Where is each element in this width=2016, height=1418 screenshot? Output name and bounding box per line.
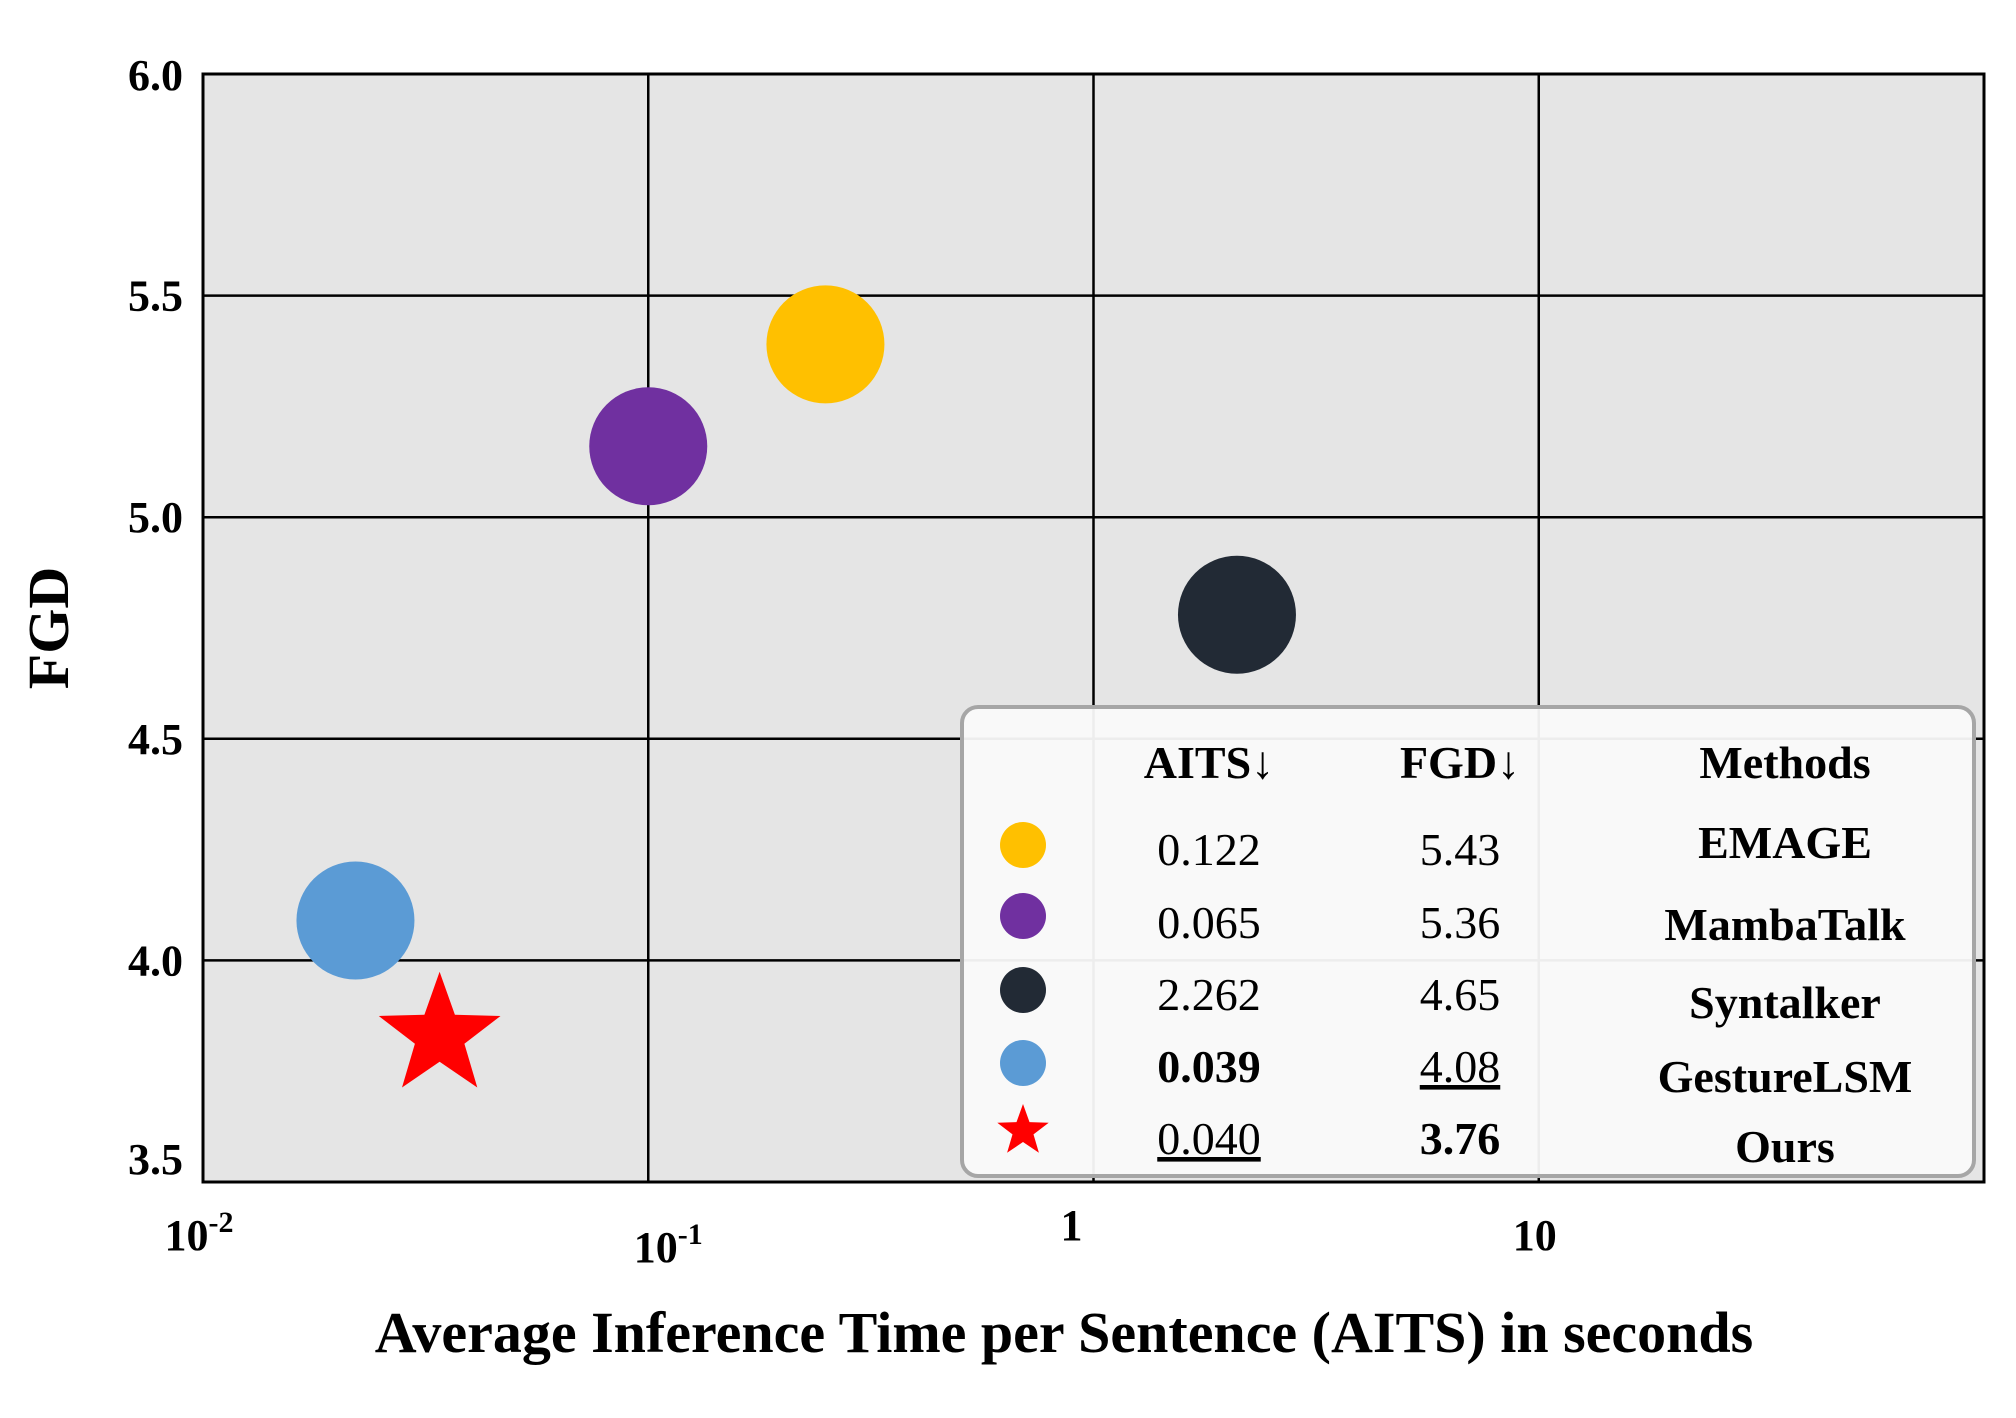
legend-marker-gesturelsm [1000,1040,1046,1086]
legend-fgd-emage: 5.43 [1420,824,1501,875]
y-tick-label: 3.5 [128,1135,183,1184]
legend-method-syntalker: Syntalker [1689,977,1881,1028]
legend-fgd-syntalker: 4.65 [1420,969,1501,1020]
data-points [296,285,1296,1088]
legend-fgd-ours: 3.76 [1420,1113,1501,1164]
legend-marker-emage [1000,822,1046,868]
legend-aits-mambatalk: 0.065 [1157,897,1261,948]
x-tick-label: 10 [1513,1211,1557,1260]
point-gesturelsm [296,861,415,980]
legend-aits-emage: 0.122 [1157,824,1261,875]
y-tick-label: 5.5 [128,272,183,321]
point-ours [378,971,501,1088]
x-axis-ticks: 10-2 10-1 1 10 [165,1201,1557,1272]
legend-rows: 0.122 5.43 EMAGE 0.065 5.36 MambaTalk 2.262 4.6… [997,817,1912,1172]
y-tick-label: 6.0 [128,51,183,100]
y-tick-label: 4.0 [128,936,183,985]
legend-marker-mambatalk [1000,893,1046,939]
legend-fgd-mambatalk: 5.36 [1420,897,1501,948]
legend-aits-gesturelsm: 0.039 [1157,1041,1261,1092]
legend-method-gesturelsm: GestureLSM [1658,1051,1913,1102]
legend-header-fgd: FGD↓ [1400,737,1520,788]
legend-header-methods: Methods [1699,737,1870,788]
legend-box [960,705,1976,1178]
legend-header-aits: AITS↓ [1144,737,1274,788]
y-axis-title: FGD [16,567,81,689]
x-tick-label: 1 [1061,1201,1083,1250]
legend-marker-ours [997,1104,1049,1153]
legend-method-emage: EMAGE [1698,817,1872,868]
y-axis-ticks: 6.0 5.5 5.0 4.5 4.0 3.5 [128,51,183,1184]
legend-marker-syntalker [1000,967,1046,1013]
legend-method-ours: Ours [1735,1121,1835,1172]
legend-aits-syntalker: 2.262 [1157,969,1261,1020]
y-tick-label: 5.0 [128,493,183,542]
plot-frame [201,72,1986,1184]
point-mambatalk [589,387,708,506]
x-tick-label: 10-1 [634,1218,703,1272]
x-tick-label: 10-2 [165,1206,234,1260]
y-tick-label: 4.5 [128,715,183,764]
legend-fgd-gesturelsm: 4.08 [1420,1041,1501,1092]
point-emage [766,285,885,404]
point-syntalker [1177,555,1296,674]
legend-aits-ours: 0.040 [1157,1113,1261,1164]
legend-method-mambatalk: MambaTalk [1664,899,1906,950]
legend-table: AITS↓ FGD↓ Methods 0.122 5.43 EMAGE 0.065 5.… [960,705,1976,1178]
x-axis-title: Average Inference Time per Sentence (AIT… [375,1300,1753,1365]
